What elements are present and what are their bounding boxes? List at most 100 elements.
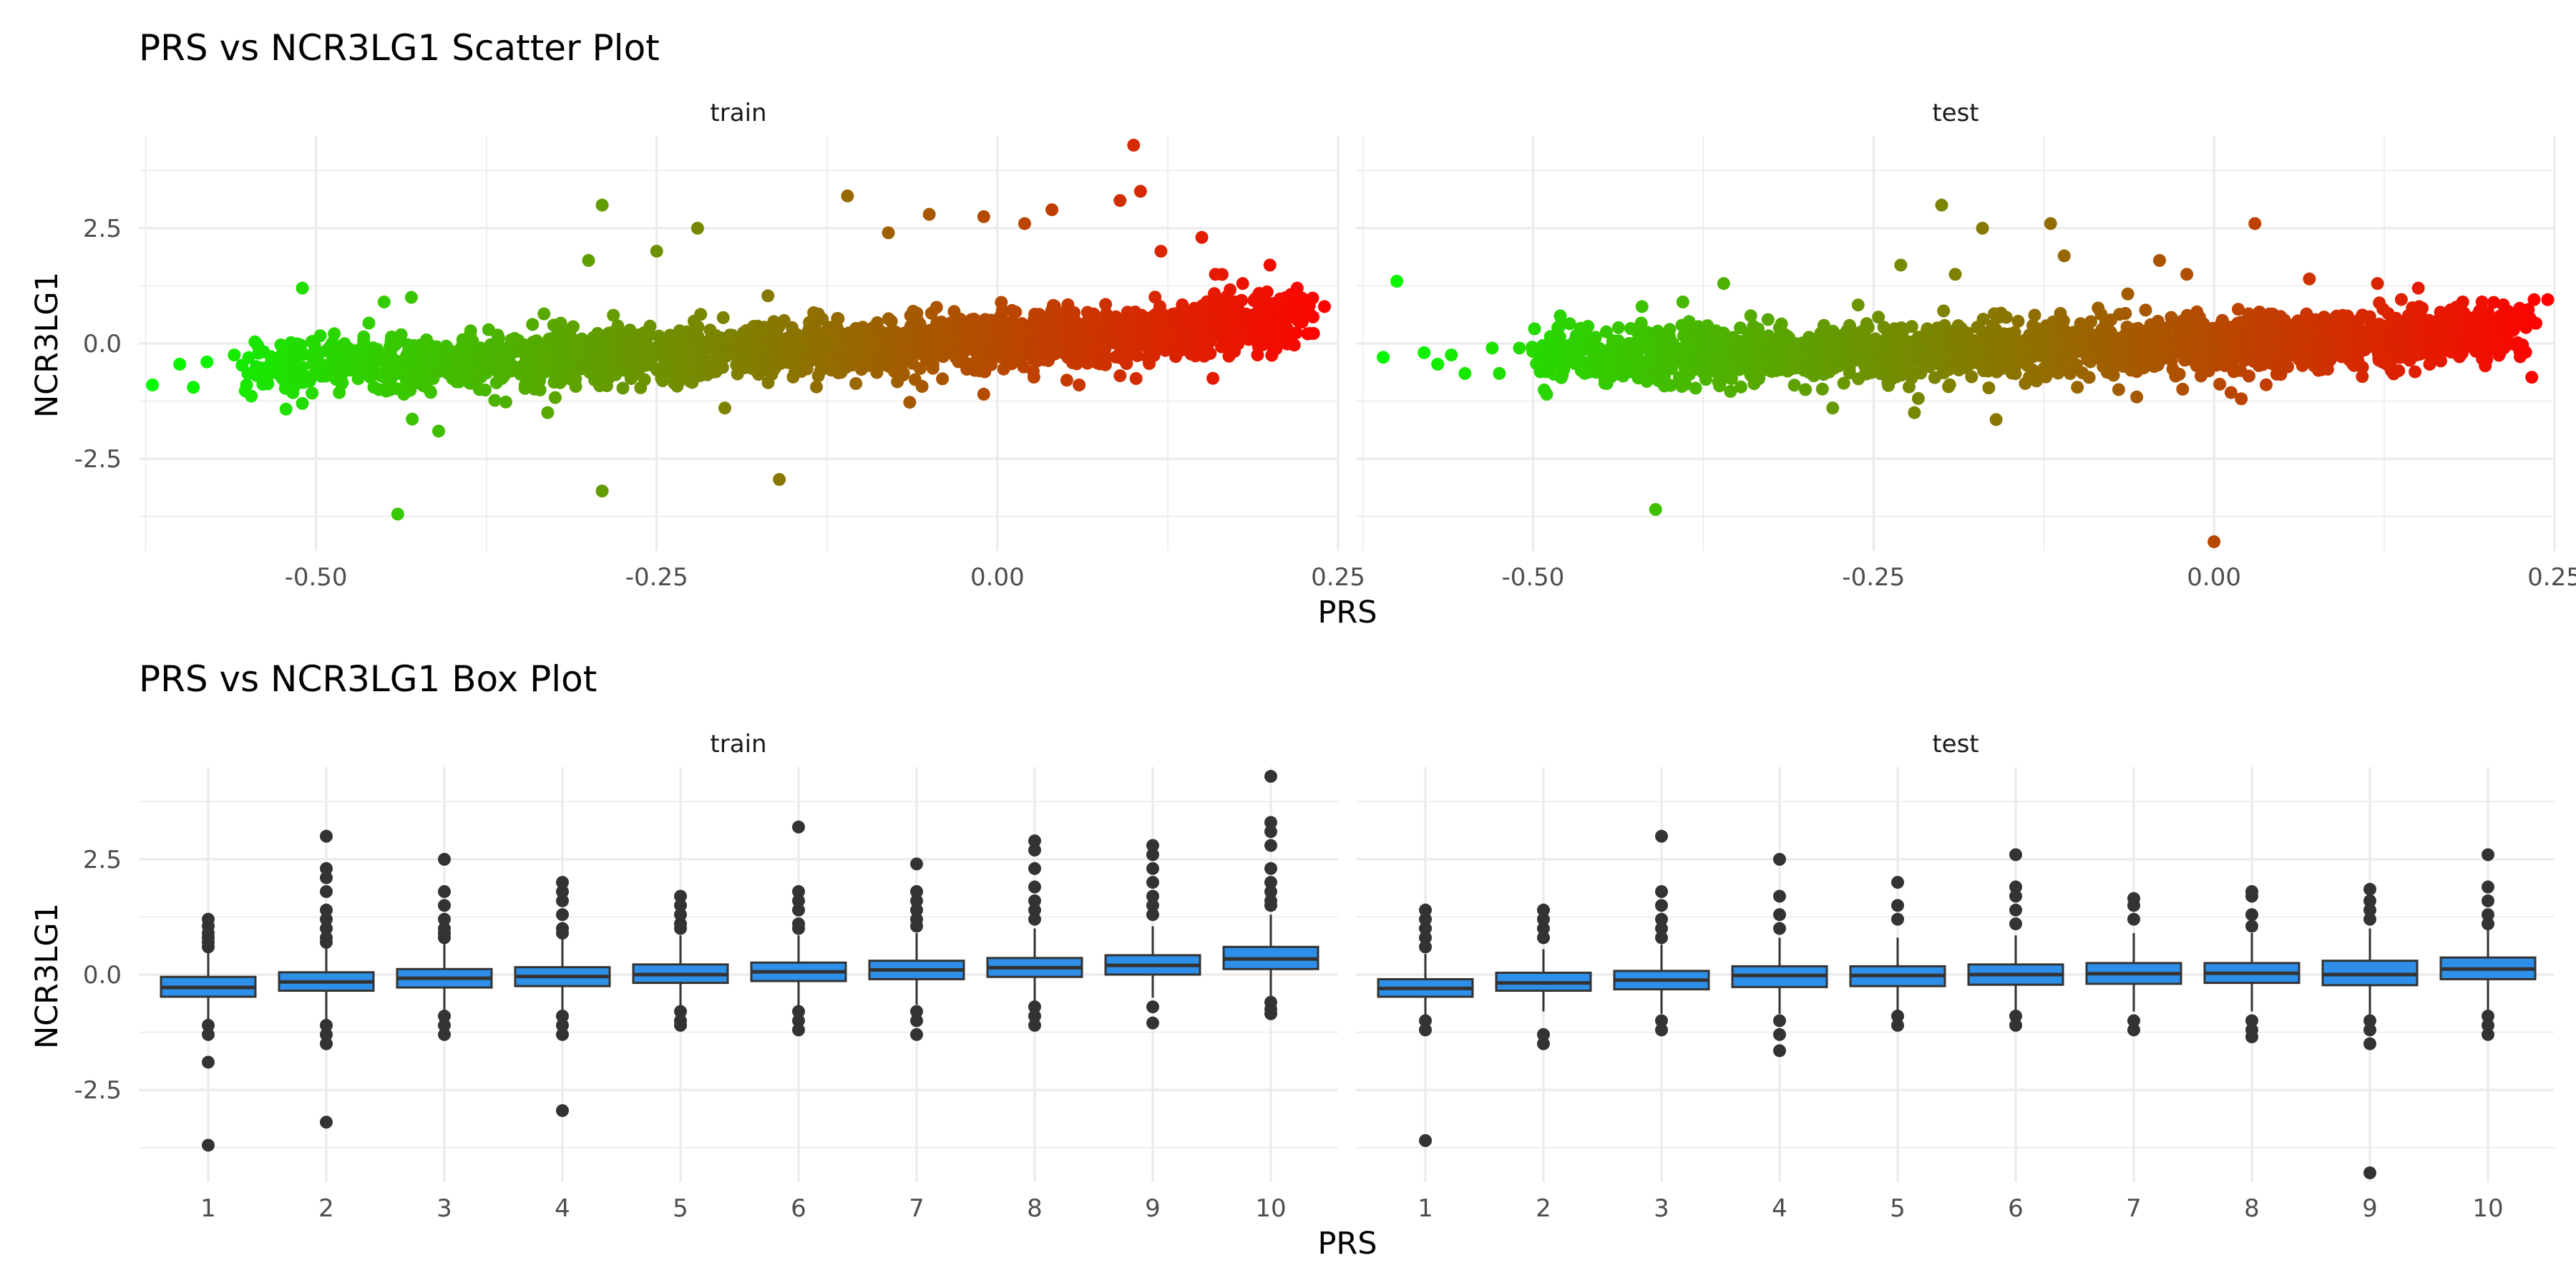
box-outlier — [910, 885, 923, 898]
scatter-point — [1027, 321, 1040, 335]
scatter-point — [439, 361, 452, 374]
box-x-tick-label: 5 — [1890, 1194, 1906, 1223]
scatter-point — [990, 349, 1003, 363]
scatter-point — [1787, 379, 1801, 392]
scatter-point — [1971, 321, 1984, 334]
scatter-point — [740, 358, 753, 371]
scatter-point — [1931, 331, 1944, 344]
scatter-point — [1889, 370, 1903, 384]
scatter-point — [2205, 321, 2219, 335]
scatter-point — [1277, 311, 1291, 324]
scatter-point — [623, 323, 637, 337]
scatter-point — [1893, 352, 1907, 366]
scatter-point — [718, 401, 731, 415]
scatter-point — [2308, 359, 2321, 373]
box-outlier — [1773, 1014, 1786, 1028]
scatter-point — [1826, 324, 1840, 338]
scatter-point — [1195, 230, 1209, 244]
scatter-point — [2213, 377, 2227, 391]
scatter-point — [1151, 339, 1164, 353]
scatter-point — [1240, 313, 1254, 326]
scatter-point — [2371, 347, 2385, 361]
box-outlier — [202, 1028, 215, 1041]
box-outlier — [320, 871, 333, 884]
scatter-point — [1259, 316, 1272, 330]
scatter-point — [2541, 293, 2555, 306]
box-outlier — [792, 903, 805, 917]
scatter-point — [1562, 338, 1576, 352]
scatter-point — [1096, 351, 1109, 364]
scatter-point — [1722, 370, 1735, 384]
scatter-point — [2180, 268, 2194, 281]
box-outlier — [320, 1028, 333, 1041]
scatter-point — [252, 346, 265, 360]
scatter-point — [1017, 360, 1030, 374]
box-outlier — [2363, 903, 2376, 917]
box-outlier — [2482, 880, 2494, 894]
scatter-point — [2153, 254, 2167, 267]
scatter-point — [2255, 340, 2269, 353]
scatter-point — [462, 330, 476, 343]
scatter-point — [2505, 324, 2519, 338]
scatter-point — [1937, 364, 1951, 378]
box-outlier — [1419, 903, 1432, 917]
box-outlier — [2482, 1018, 2494, 1032]
scatter-point — [1735, 380, 1747, 394]
scatter-point — [2405, 321, 2419, 334]
scatter-point — [726, 344, 739, 358]
box-outlier — [556, 876, 569, 889]
box-outlier — [556, 908, 569, 922]
scatter-point — [450, 353, 464, 367]
box-outlier — [2127, 899, 2140, 912]
box-outlier — [674, 908, 687, 922]
box-outlier — [1419, 1134, 1432, 1147]
scatter-point — [2186, 339, 2200, 353]
scatter-point — [384, 353, 398, 367]
box-outlier — [2363, 912, 2376, 926]
box-outlier — [320, 1018, 333, 1032]
box-outlier — [2245, 919, 2258, 933]
scatter-point — [2261, 353, 2275, 367]
box-outlier — [674, 922, 687, 935]
scatter-point — [1543, 330, 1557, 343]
scatter-point — [1458, 366, 1472, 380]
box-outlier — [202, 1138, 215, 1152]
scatter-point — [963, 332, 977, 346]
scatter-point — [2409, 365, 2422, 379]
scatter-point — [2513, 344, 2527, 358]
box-outlier — [556, 1104, 569, 1118]
scatter-point — [1826, 401, 1840, 415]
box-outlier — [1264, 885, 1277, 898]
scatter-y-tick-label: 0.0 — [83, 330, 122, 358]
scatter-point — [1290, 281, 1304, 295]
box-x-tick-label: 9 — [2362, 1194, 2378, 1223]
scatter-point — [406, 412, 419, 426]
scatter-point — [2121, 287, 2135, 301]
scatter-point — [351, 372, 365, 386]
box-outlier — [792, 1014, 805, 1028]
scatter-point — [1594, 358, 1607, 371]
scatter-point — [1702, 347, 1715, 361]
box-outlier — [1891, 912, 1904, 926]
scatter-point — [1186, 314, 1199, 328]
scatter-point — [691, 221, 704, 235]
scatter-point — [912, 331, 926, 345]
scatter-point — [1982, 381, 1996, 394]
scatter-point — [811, 369, 825, 383]
scatter-point — [710, 361, 723, 374]
scatter-point — [255, 361, 269, 375]
scatter-point — [454, 342, 467, 356]
scatter-point — [2344, 322, 2358, 336]
scatter-point — [1999, 331, 2012, 344]
scatter-point — [541, 406, 555, 419]
scatter-point — [1065, 356, 1079, 369]
scatter-point — [2416, 301, 2429, 315]
scatter-point — [245, 389, 258, 403]
scatter-point — [1724, 385, 1737, 398]
scatter-point — [1113, 194, 1127, 208]
scatter-point — [935, 346, 948, 359]
box-outlier — [320, 862, 333, 875]
box-outlier — [1419, 912, 1432, 926]
scatter-point — [2070, 342, 2084, 356]
box-outlier — [202, 1055, 215, 1069]
